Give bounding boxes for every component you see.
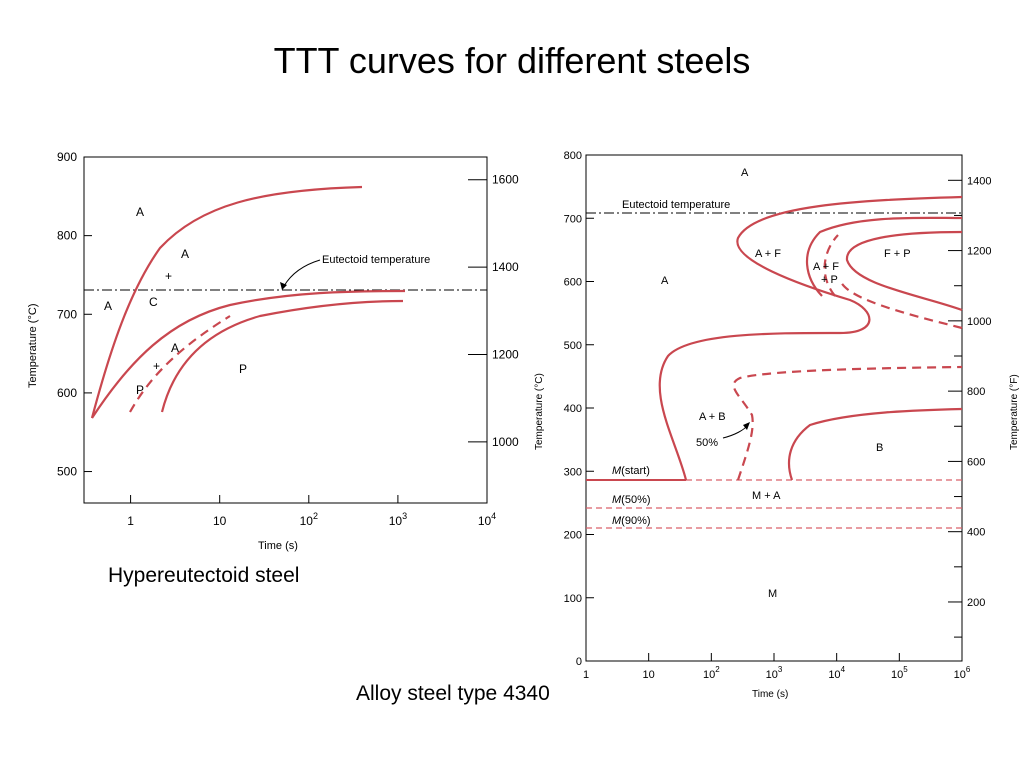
right-region-ma: M + A xyxy=(752,490,781,502)
right-region-fp: F + P xyxy=(884,248,911,260)
right-x-ticks: 1 10 102 103 104 105 106 xyxy=(583,653,971,681)
left-x-tick-label: 10 xyxy=(213,514,227,528)
left-y2-tick-label: 1600 xyxy=(492,173,519,187)
right-y-tick-label: 200 xyxy=(564,530,582,542)
right-curve-bainite-pearlite xyxy=(658,195,963,481)
left-y2-ticks: 1000 1200 1400 1600 xyxy=(468,173,519,449)
right-x-tick-label: 103 xyxy=(766,665,783,681)
left-region-a3: A xyxy=(104,299,112,313)
right-region-b: B xyxy=(876,442,883,454)
right-region-af2: A + F xyxy=(813,261,839,273)
right-x-tick-label: 106 xyxy=(954,665,971,681)
right-curve-bainite-dashed xyxy=(732,365,963,481)
right-x-tick-label: 1 xyxy=(583,669,589,681)
right-ms-start-label: M(start) xyxy=(612,465,650,477)
left-mark-2: + xyxy=(153,359,160,373)
left-region-p1: P xyxy=(136,383,144,397)
left-arrow-head xyxy=(280,282,287,290)
right-chart: 0 100 200 300 400 500 600 700 800 200 400 600 800 10… xyxy=(534,150,1020,700)
left-mark-1: + xyxy=(165,269,172,283)
left-curve-dashed xyxy=(129,315,231,413)
right-region-a-left: A xyxy=(661,275,669,287)
left-y-tick-label: 700 xyxy=(57,307,77,321)
right-x-tick-label: 102 xyxy=(703,665,720,681)
right-x-tick-label: 104 xyxy=(828,665,845,681)
right-y-tick-label: 500 xyxy=(564,340,582,352)
right-y2-axis-label: Temperature (°F) xyxy=(1009,374,1020,450)
right-caption: Alloy steel type 4340 xyxy=(356,682,550,705)
left-region-a2: A xyxy=(181,247,189,261)
right-x-tick-label: 105 xyxy=(891,665,908,681)
right-region-plus-p: + P xyxy=(821,274,838,286)
right-curve-ferrite-start xyxy=(805,216,963,297)
right-y2-tick-label: 1000 xyxy=(967,316,991,328)
right-plot-frame xyxy=(585,154,963,662)
right-fifty-label: 50% xyxy=(696,437,718,449)
right-region-a-top: A xyxy=(741,167,749,179)
left-curve-finish xyxy=(160,299,404,413)
left-x-tick-label: 104 xyxy=(478,511,496,528)
left-y2-tick-label: 1200 xyxy=(492,347,519,361)
right-y2-tick-label: 600 xyxy=(967,456,985,468)
right-y-tick-label: 300 xyxy=(564,466,582,478)
right-y-tick-label: 700 xyxy=(564,213,582,225)
left-x-tick-label: 103 xyxy=(389,511,407,528)
left-region-a4: A xyxy=(171,341,179,355)
right-y-tick-label: 0 xyxy=(576,656,582,668)
right-region-ab: A + B xyxy=(699,411,726,423)
left-y-axis-label: Temperature (°C) xyxy=(27,304,39,388)
right-fifty-arrow-head xyxy=(743,422,750,430)
right-region-af1: A + F xyxy=(755,248,781,260)
left-curve-start xyxy=(91,289,406,419)
left-y-tick-label: 900 xyxy=(57,150,77,164)
right-x-tick-label: 10 xyxy=(643,669,655,681)
right-m90-label: M(90%) xyxy=(612,515,651,527)
left-x-axis-label: Time (s) xyxy=(258,540,298,552)
right-y2-ticks: 200 400 600 800 1000 1200 1400 xyxy=(948,175,991,638)
right-y2-tick-label: 400 xyxy=(967,527,985,539)
right-curve-pearlite-dashed xyxy=(840,281,963,330)
left-region-a1: A xyxy=(136,205,144,219)
left-y-ticks: 500 600 700 800 900 xyxy=(57,150,92,479)
right-curve-bainite-finish xyxy=(788,407,963,481)
left-y-tick-label: 500 xyxy=(57,465,77,479)
right-region-m: M xyxy=(768,588,777,600)
left-x-tick-label: 1 xyxy=(127,514,134,528)
left-region-p2: P xyxy=(239,362,247,376)
right-x-axis-label: Time (s) xyxy=(752,689,788,700)
right-y2-tick-label: 200 xyxy=(967,597,985,609)
left-eutectoid-arrow xyxy=(283,259,321,287)
left-y2-tick-label: 1400 xyxy=(492,260,519,274)
right-y-tick-label: 800 xyxy=(564,150,582,162)
left-y-tick-label: 800 xyxy=(57,229,77,243)
left-eutectoid-label: Eutectoid temperature xyxy=(322,254,430,266)
right-y2-tick-label: 1400 xyxy=(967,175,991,187)
left-plot-frame xyxy=(83,156,488,504)
left-x-ticks: 1 10 102 103 104 xyxy=(127,495,496,528)
left-curve-outer xyxy=(90,185,363,419)
right-curve-ferrite-dashed xyxy=(823,234,839,297)
right-fifty-arrow xyxy=(722,424,749,439)
right-y-tick-label: 400 xyxy=(564,403,582,415)
right-y-axis-label: Temperature (°C) xyxy=(534,373,545,450)
left-x-tick-label: 102 xyxy=(300,511,318,528)
right-y2-tick-label: 1200 xyxy=(967,246,991,258)
page-title: TTT curves for different steels xyxy=(273,40,751,81)
left-y2-tick-label: 1000 xyxy=(492,435,519,449)
left-caption: Hypereutectoid steel xyxy=(108,564,300,587)
right-y2-tick-label: 800 xyxy=(967,386,985,398)
right-y-ticks: 0 100 200 300 400 500 600 700 800 xyxy=(564,150,594,668)
right-m50-label: M(50%) xyxy=(612,494,651,506)
left-region-c: C xyxy=(149,295,158,309)
left-y-tick-label: 600 xyxy=(57,386,77,400)
right-y-tick-label: 600 xyxy=(564,277,582,289)
right-curve-pearlite-finish xyxy=(845,230,963,312)
right-y-tick-label: 100 xyxy=(564,593,582,605)
right-eutectoid-label: Eutectoid temperature xyxy=(622,199,730,211)
